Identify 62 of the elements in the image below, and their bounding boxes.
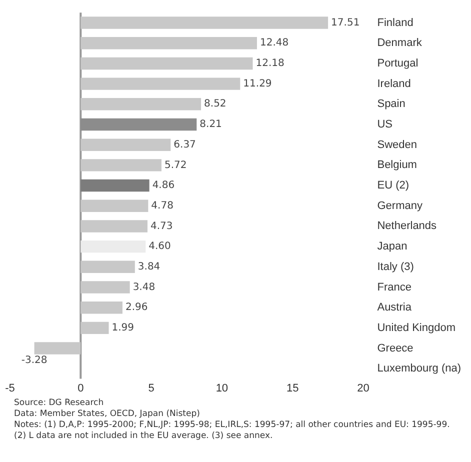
bar bbox=[80, 118, 197, 131]
data-label: 11.29 bbox=[243, 78, 272, 90]
y-tick-label: US bbox=[377, 118, 393, 131]
text: Data: Member States, OECD, Japan (Nistep) bbox=[14, 409, 201, 420]
data-label: 1.99 bbox=[112, 322, 134, 334]
data-label: 3.48 bbox=[132, 282, 156, 293]
y-tick-label: Denmark bbox=[377, 37, 422, 50]
data-label: 8.21 bbox=[200, 119, 222, 130]
data-label: 2.96 bbox=[125, 302, 148, 314]
bar bbox=[80, 57, 253, 70]
data-label: 12.18 bbox=[256, 58, 284, 70]
bar bbox=[80, 260, 135, 274]
data-label: 8.52 bbox=[204, 98, 226, 110]
data-label: 3.84 bbox=[138, 262, 160, 272]
x-tick-label: 10 bbox=[216, 382, 228, 394]
y-tick-label: Germany bbox=[377, 200, 423, 212]
y-tick-label: EU (2) bbox=[377, 180, 410, 192]
x-tick-label: -5 bbox=[5, 382, 15, 394]
bar bbox=[80, 322, 109, 334]
data-label: 4.73 bbox=[150, 220, 173, 232]
bar bbox=[80, 200, 148, 212]
bar bbox=[80, 98, 202, 110]
y-tick-label: Spain bbox=[377, 98, 406, 110]
bar bbox=[80, 220, 148, 232]
data-label: 4.60 bbox=[148, 241, 171, 252]
text: Notes: (1) D,A,P: 1995-2000; F,NL,JP: 1995-98; EL,IRL,S: 1995-97; all other countries and EU: 1995-99. bbox=[14, 420, 451, 431]
y-tick-label: Ireland bbox=[377, 78, 411, 90]
x-tick-label: 15 bbox=[286, 382, 299, 394]
bar bbox=[80, 138, 171, 151]
data-label: 6.37 bbox=[174, 139, 196, 150]
y-tick-label: Greece bbox=[377, 342, 414, 354]
y-tick-label: Belgium bbox=[377, 159, 417, 172]
bar bbox=[34, 342, 81, 354]
x-tick-label: 0 bbox=[78, 382, 84, 394]
bar bbox=[80, 16, 328, 29]
y-tick-label: Sweden bbox=[377, 138, 417, 151]
data-label: -3.28 bbox=[21, 354, 48, 366]
data-label: 4.86 bbox=[152, 180, 175, 192]
source-note: Source: DG Research bbox=[14, 398, 105, 409]
text: (2) L data are not included in the EU average. (3) see annex. bbox=[14, 431, 274, 442]
y-tick-label: Netherlands bbox=[377, 220, 438, 232]
data-label: 17.51 bbox=[331, 17, 360, 28]
x-tick-label: 20 bbox=[357, 382, 370, 394]
y-tick-label: Portugal bbox=[377, 57, 418, 70]
y-tick-label: Italy (3) bbox=[377, 260, 414, 273]
bar bbox=[80, 159, 162, 172]
y-tick-label: Austria bbox=[377, 302, 412, 314]
y-tick-label: Finland bbox=[377, 16, 414, 29]
bar bbox=[80, 37, 257, 50]
bar bbox=[80, 179, 150, 192]
x-tick-label: 5 bbox=[148, 382, 154, 394]
data-label: 4.78 bbox=[151, 200, 174, 212]
y-tick-label: Luxembourg (na) bbox=[377, 362, 462, 375]
y-tick-label: France bbox=[377, 281, 412, 294]
bar bbox=[80, 78, 240, 90]
bar bbox=[80, 301, 122, 314]
y-tick-label: Japan bbox=[377, 240, 408, 253]
bar bbox=[80, 240, 146, 253]
y-tick-label: United Kingdom bbox=[377, 322, 456, 334]
data-label: 5.72 bbox=[164, 160, 187, 171]
bar bbox=[80, 281, 130, 294]
data-label: 12.48 bbox=[260, 38, 289, 49]
